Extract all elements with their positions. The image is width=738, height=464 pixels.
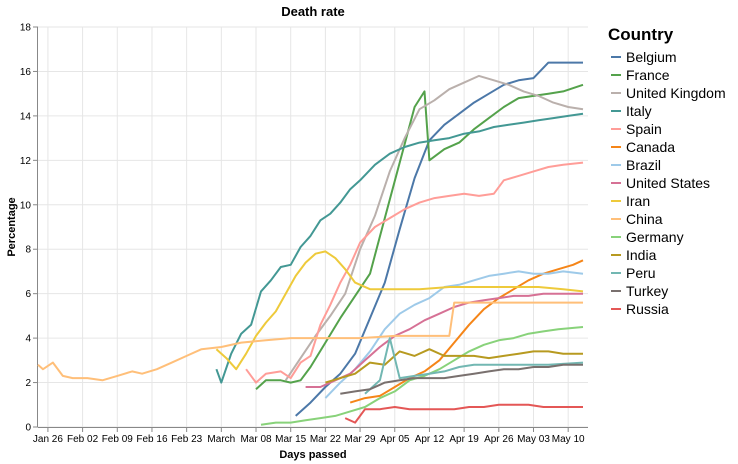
x-axis-title: Days passed [279, 449, 346, 461]
y-tick-label: 2 [25, 378, 31, 389]
series-line-peru [364, 337, 584, 395]
legend-label: Turkey [626, 283, 668, 299]
y-tick-label: 6 [25, 289, 31, 300]
legend-label: Germany [626, 229, 684, 245]
series-line-italy [215, 112, 584, 384]
series-line-canada [349, 259, 584, 404]
legend-label: Canada [626, 139, 675, 155]
legend-title: Country [608, 25, 674, 44]
x-tick-label: Feb 09 [102, 434, 134, 445]
series-line-united-states [305, 292, 583, 388]
x-tick-label: Apr 19 [449, 434, 479, 445]
y-tick-label: 12 [20, 156, 32, 167]
legend-label: Belgium [626, 49, 677, 65]
x-tick-label: Feb 16 [136, 434, 168, 445]
x-tick-label: Apr 12 [415, 434, 445, 445]
legend-label: United States [626, 175, 710, 191]
series-line-russia [344, 403, 583, 424]
legend-label: Brazil [626, 157, 661, 173]
series-line-united-kingdom [284, 74, 584, 381]
series-line-spain [245, 161, 584, 384]
series-line-iran [215, 250, 584, 371]
y-tick-label: 14 [20, 111, 32, 122]
chart-title: Death rate [281, 4, 345, 19]
legend-label: Spain [626, 121, 662, 137]
x-tick-label: Apr 05 [380, 434, 410, 445]
series-line-brazil [324, 270, 584, 399]
series-line-belgium [295, 61, 583, 417]
series-line-france [255, 83, 584, 390]
legend-label: Iran [626, 193, 650, 209]
y-tick-label: 0 [25, 423, 31, 434]
x-tick-label: Mar 29 [345, 434, 377, 445]
series-line-turkey [340, 363, 583, 395]
y-tick-label: 10 [20, 200, 32, 211]
legend: Belgium France United Kingdom Italy Spain Can… [611, 49, 726, 317]
x-tick-label: Feb 23 [171, 434, 203, 445]
x-tick-label: Mar 15 [275, 434, 307, 445]
series-line-china [37, 301, 583, 382]
x-tick-label: Feb 02 [67, 434, 99, 445]
y-tick-label: 4 [25, 334, 31, 345]
series-line-india [325, 348, 583, 384]
x-tick-label: May 03 [517, 434, 550, 445]
x-tick-label: Mar 22 [310, 434, 342, 445]
legend-label: China [626, 211, 663, 227]
y-axis-title: Percentage [6, 197, 18, 256]
legend-label: United Kingdom [626, 85, 726, 101]
x-tick-label: Apr 26 [484, 434, 514, 445]
y-tick-label: 16 [20, 67, 32, 78]
x-tick-label: March [207, 434, 235, 445]
x-tick-label: Mar 08 [240, 434, 272, 445]
legend-label: Russia [626, 301, 669, 317]
plot-area: 0 2 4 6 8 10 12 14 16 18 Jan 26 Feb 02 Feb 09 Feb 16 F… [20, 23, 588, 445]
legend-label: France [626, 67, 670, 83]
legend-label: India [626, 247, 657, 263]
x-tick-label: May 10 [552, 434, 585, 445]
y-tick-label: 8 [25, 245, 31, 256]
legend-label: Peru [626, 265, 656, 281]
x-tick-label: Jan 26 [33, 434, 63, 445]
legend-label: Italy [626, 103, 652, 119]
y-tick-label: 18 [20, 23, 32, 34]
